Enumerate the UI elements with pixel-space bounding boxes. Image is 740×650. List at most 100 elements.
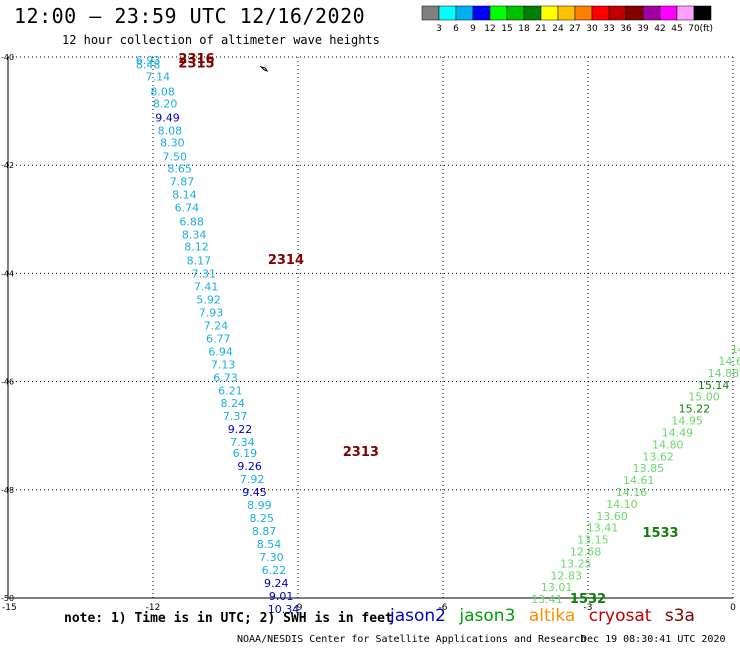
colorbar-label: 27: [569, 24, 580, 34]
wave-height-label: 14.95: [671, 415, 703, 428]
satellite-legend: jason2 jason3 altika cryosat s3a: [390, 606, 703, 626]
wave-height-label: 14.80: [652, 438, 684, 451]
page-title: 12:00 — 23:59 UTC 12/16/2020: [14, 4, 366, 28]
wave-height-label: 6.22: [262, 564, 287, 577]
footnote: note: 1) Time is in UTC; 2) SWH is in fe…: [64, 611, 393, 626]
wave-height-label: 14.61: [623, 474, 655, 487]
colorbar-label: 39: [637, 24, 649, 34]
wave-height-label: 6.94: [208, 345, 233, 358]
colorbar-label: 15: [501, 24, 512, 34]
pass-time-label: 1533: [642, 526, 678, 541]
wave-height-label: 8.54: [257, 538, 282, 551]
colorbar-label: 45: [671, 24, 682, 34]
wave-height-label: 8.48: [136, 59, 161, 72]
wave-height-label: 9.49: [155, 112, 180, 125]
wave-height-label: 10.34: [268, 603, 300, 616]
wave-height-label: 13.85: [633, 462, 665, 475]
wave-height-label: 8.24: [221, 397, 246, 410]
wave-height-label: 15.22: [679, 403, 711, 416]
wave-height-label: 8.65: [167, 162, 192, 175]
lon-tick-label: -6: [439, 603, 448, 613]
wave-height-label: 6.21: [218, 384, 243, 397]
wave-height-label: 7.24: [204, 319, 229, 332]
wave-height-label: 7.37: [223, 410, 248, 423]
pass-time-label: 2314: [268, 253, 304, 268]
credit-line: NOAA/NESDIS Center for Satellite Applica…: [237, 634, 587, 645]
wave-height-label: 7.41: [194, 280, 219, 293]
wave-height-label: 15.14: [698, 379, 730, 392]
lon-tick-label: -15: [2, 603, 17, 613]
wave-height-label: 12.68: [570, 545, 602, 558]
wave-height-label: 13.41: [531, 593, 563, 606]
wave-height-label: 9.22: [228, 423, 253, 436]
wave-height-label: 13.60: [596, 510, 628, 523]
wave-height-label: 13.15: [577, 534, 609, 547]
wave-height-label: 7.30: [259, 551, 284, 564]
page-subtitle: 12 hour collection of altimeter wave hei…: [62, 33, 380, 47]
lon-tick-label: 0: [730, 603, 736, 613]
pass-time-label: 2315: [178, 56, 214, 71]
wave-height-label: 6.88: [179, 215, 204, 228]
colorbar-label: 21: [535, 24, 546, 34]
wave-height-label: 13.25: [560, 557, 592, 570]
lat-tick-label: -46: [1, 378, 14, 387]
lat-tick-label: -48: [1, 486, 14, 495]
wave-height-label: 9.01: [269, 590, 294, 603]
wave-height-label: 13.01: [541, 581, 573, 594]
wave-height-label: 9.24: [264, 577, 289, 590]
wave-height-label: 7.93: [199, 306, 224, 319]
wave-height-label: 7.13: [211, 358, 236, 371]
lat-tick-label: -40: [1, 53, 14, 62]
wave-height-label: 6.74: [175, 201, 200, 214]
colorbar-label: 24: [552, 24, 564, 34]
colorbar-label: 33: [603, 24, 614, 34]
wave-height-label: 13.62: [642, 450, 674, 463]
legend-altika: altika: [528, 606, 576, 626]
colorbar-label: 70: [688, 24, 700, 34]
wave-height-label: 9.26: [237, 460, 262, 473]
wave-height-label: 8.08: [150, 86, 175, 99]
lat-tick-label: -42: [1, 161, 14, 170]
legend-jason3: jason3: [459, 606, 516, 626]
colorbar-label: 42: [654, 24, 665, 34]
wave-height-label: 5.92: [196, 293, 221, 306]
colorbar-label: 6: [453, 24, 459, 34]
wave-height-label: 7.87: [170, 175, 195, 188]
wave-height-label: 8.17: [187, 254, 212, 267]
timestamp: Dec 19 08:30:41 UTC 2020: [581, 634, 726, 645]
legend-jason2: jason2: [390, 606, 446, 626]
lat-tick-label: -50: [1, 594, 14, 603]
wave-height-label: 8.14: [172, 188, 197, 201]
legend-cryosat: cryosat: [588, 606, 652, 626]
legend-s3a: s3a: [664, 606, 695, 626]
wave-height-label: 14.49: [662, 426, 694, 439]
wave-height-label: 6.73: [213, 371, 238, 384]
lat-tick-label: -44: [1, 269, 14, 278]
lon-tick-label: -12: [146, 603, 161, 613]
colorbar-label: 9: [470, 24, 476, 34]
wave-height-label: 7.92: [240, 473, 265, 486]
colorbar: 3 6 9 12 15 18 21 24 27 30 33 36 39 42 45 70 (ft): [421, 5, 713, 34]
wave-height-label: 9.45: [242, 486, 267, 499]
pass-time-label: 2313: [343, 445, 379, 460]
wave-height-label: 7.14: [146, 70, 171, 83]
wave-height-label: 14.88: [708, 367, 740, 380]
colorbar-label: 3: [436, 24, 442, 34]
wave-height-label: 8.87: [252, 525, 277, 538]
lon-tick-label: -3: [584, 603, 593, 613]
colorbar-unit: (ft): [699, 24, 713, 34]
wave-height-label: 6.77: [206, 332, 231, 345]
wave-height-label: 15.00: [688, 391, 720, 404]
wave-height-label: 14: [731, 343, 740, 356]
wave-height-label: 8.34: [182, 228, 207, 241]
wave-height-label: 8.12: [184, 240, 209, 253]
wave-height-label: 8.25: [250, 512, 275, 525]
pass-time-label: 2316: [178, 52, 214, 67]
wave-height-label: 14.10: [606, 498, 638, 511]
wave-height-label: 7.31: [192, 267, 217, 280]
wave-height-label: 7.50: [163, 151, 188, 164]
colorbar-label: 36: [620, 24, 632, 34]
wave-height-label: 6.19: [233, 447, 258, 460]
colorbar-swatch: [693, 5, 712, 21]
wave-height-label: 6.93: [136, 54, 161, 67]
